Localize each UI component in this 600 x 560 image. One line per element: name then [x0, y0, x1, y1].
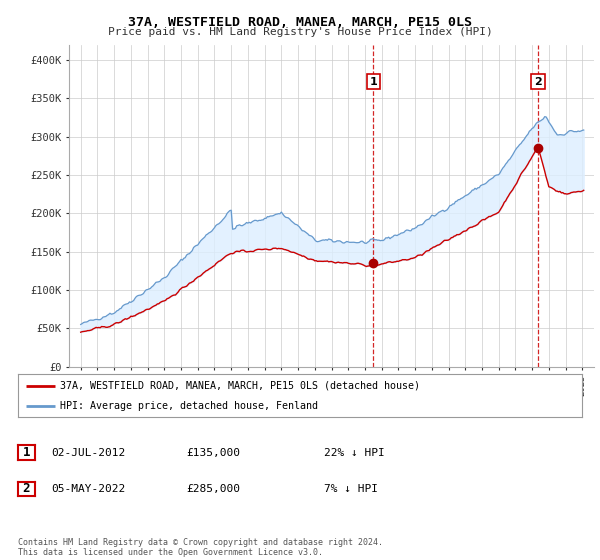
- Text: 1: 1: [23, 446, 30, 459]
- Text: HPI: Average price, detached house, Fenland: HPI: Average price, detached house, Fenl…: [60, 402, 319, 411]
- Text: 7% ↓ HPI: 7% ↓ HPI: [324, 484, 378, 494]
- Text: £135,000: £135,000: [186, 448, 240, 458]
- Text: 22% ↓ HPI: 22% ↓ HPI: [324, 448, 385, 458]
- Text: 02-JUL-2012: 02-JUL-2012: [51, 448, 125, 458]
- Text: £285,000: £285,000: [186, 484, 240, 494]
- Text: 2: 2: [534, 77, 542, 87]
- Text: 1: 1: [370, 77, 377, 87]
- Text: 37A, WESTFIELD ROAD, MANEA, MARCH, PE15 0LS (detached house): 37A, WESTFIELD ROAD, MANEA, MARCH, PE15 …: [60, 381, 420, 391]
- Text: 05-MAY-2022: 05-MAY-2022: [51, 484, 125, 494]
- Text: 2: 2: [23, 482, 30, 496]
- Text: 37A, WESTFIELD ROAD, MANEA, MARCH, PE15 0LS: 37A, WESTFIELD ROAD, MANEA, MARCH, PE15 …: [128, 16, 472, 29]
- Text: Price paid vs. HM Land Registry's House Price Index (HPI): Price paid vs. HM Land Registry's House …: [107, 27, 493, 37]
- Text: Contains HM Land Registry data © Crown copyright and database right 2024.
This d: Contains HM Land Registry data © Crown c…: [18, 538, 383, 557]
